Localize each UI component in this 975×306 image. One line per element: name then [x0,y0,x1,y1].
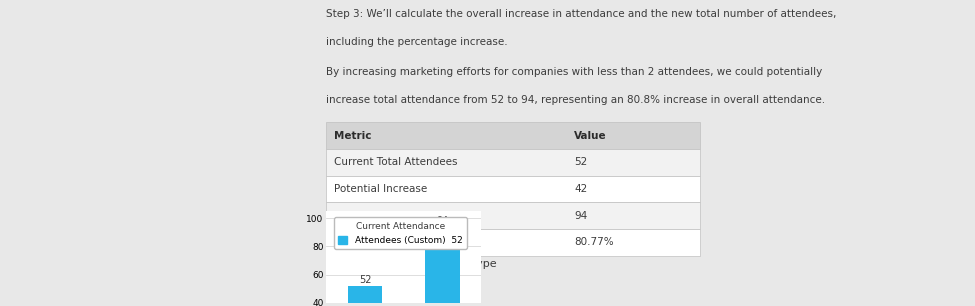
Bar [425,227,459,306]
Bar [327,122,700,149]
Text: 52: 52 [574,157,588,167]
Text: New Total Attendees: New Total Attendees [334,211,441,221]
Text: Potential Increase: Potential Increase [334,184,428,194]
Bar [327,149,700,176]
Text: 80.77%: 80.77% [574,237,614,247]
Text: 52: 52 [359,275,371,285]
Text: Metric: Metric [334,131,371,141]
Text: Value: Value [574,131,607,141]
Text: By increasing marketing efforts for companies with less than 2 attendees, we cou: By increasing marketing efforts for comp… [327,67,823,77]
Text: Percentage Increase: Percentage Increase [334,237,441,247]
Text: 94: 94 [436,216,448,226]
Text: increase total attendance from 52 to 94, representing an 80.8% increase in overa: increase total attendance from 52 to 94,… [327,95,826,105]
Text: 42: 42 [574,184,588,194]
Text: including the percentage increase.: including the percentage increase. [327,37,508,47]
Text: Step 3: We’ll calculate the overall increase in attendance and the new total num: Step 3: We’ll calculate the overall incr… [327,9,837,19]
Text: 94: 94 [574,211,588,221]
Legend: Attendees (Custom)  52: Attendees (Custom) 52 [333,218,467,249]
Text: Current Total Attendees: Current Total Attendees [334,157,458,167]
Text: Attendees by Attendance Type: Attendees by Attendance Type [327,259,497,269]
Bar [327,229,700,256]
Bar [347,286,382,306]
Bar [327,176,700,202]
Bar [327,202,700,229]
